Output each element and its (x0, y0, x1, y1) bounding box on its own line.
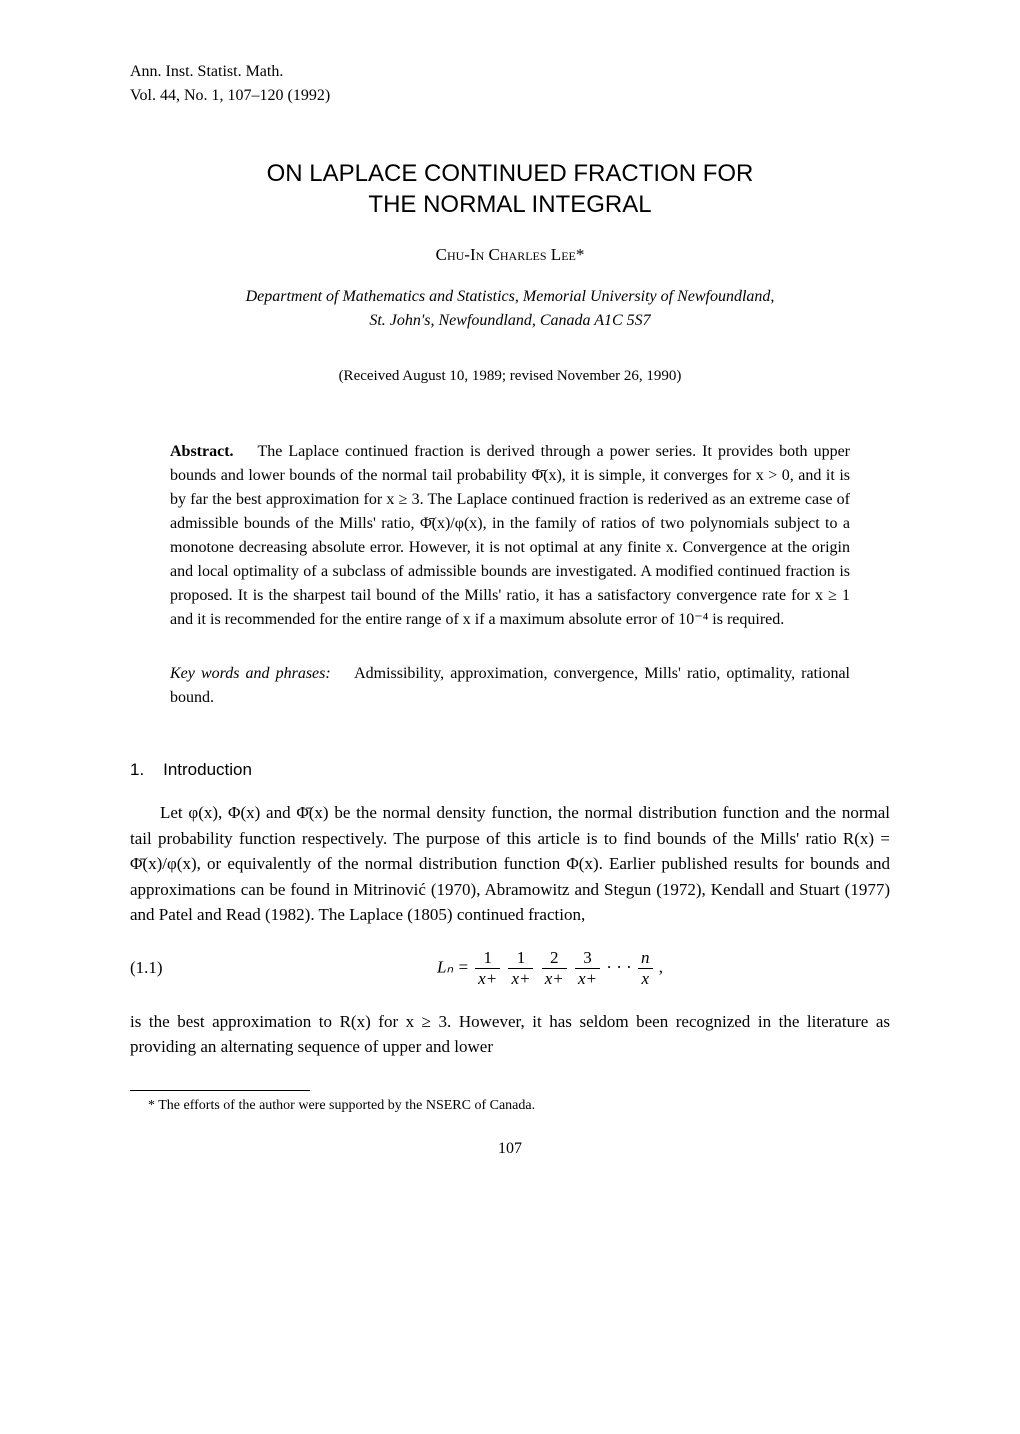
footnote-rule (130, 1090, 310, 1091)
affiliation-line-2: St. John's, Newfoundland, Canada A1C 5S7 (130, 309, 890, 333)
abstract-text: The Laplace continued fraction is derive… (170, 443, 850, 628)
title-line-1: ON LAPLACE CONTINUED FRACTION FOR (130, 158, 890, 189)
footnote: * The efforts of the author were support… (160, 1096, 890, 1116)
journal-header: Ann. Inst. Statist. Math. Vol. 44, No. 1… (130, 60, 890, 108)
cf-term-2: 2 x+ (542, 948, 567, 989)
title-line-2: THE NORMAL INTEGRAL (130, 189, 890, 220)
affiliation-line-1: Department of Mathematics and Statistics… (130, 285, 890, 309)
cf-term-1: 1 x+ (508, 948, 533, 989)
equation-1-1: (1.1) Lₙ = 1 x+ 1 x+ 2 x+ 3 x+ (130, 948, 890, 989)
abstract: Abstract. The Laplace continued fraction… (170, 440, 850, 632)
cf-num: 1 (475, 948, 500, 969)
author-name: Chu-In Charles Lee* (436, 245, 585, 264)
cf-den: x+ (575, 969, 600, 989)
cf-term-last: n x (638, 948, 653, 989)
author: Chu-In Charles Lee* (130, 245, 890, 265)
cf-num: 2 (542, 948, 567, 969)
cf-tail: , (659, 957, 663, 976)
cf-den: x+ (508, 969, 533, 989)
cf-num: 1 (508, 948, 533, 969)
section-number: 1. (130, 760, 144, 779)
equation-number: (1.1) (130, 958, 210, 978)
cf-num: n (638, 948, 653, 969)
cf-den: x (638, 969, 653, 989)
journal-vol: Vol. 44, No. 1, 107–120 (1992) (130, 84, 890, 108)
abstract-label: Abstract. (170, 443, 234, 460)
received-dates: (Received August 10, 1989; revised Novem… (130, 368, 890, 385)
equation-body: Lₙ = 1 x+ 1 x+ 2 x+ 3 x+ · · · (210, 948, 890, 989)
page: Ann. Inst. Statist. Math. Vol. 44, No. 1… (0, 0, 1020, 1198)
section-title: Introduction (163, 760, 252, 779)
cf-den: x+ (475, 969, 500, 989)
keywords-label: Key words and phrases: (170, 665, 331, 682)
intro-paragraph-2: is the best approximation to R(x) for x … (130, 1009, 890, 1060)
cf-dots: · · · (606, 957, 631, 976)
affiliation: Department of Mathematics and Statistics… (130, 285, 890, 333)
cf-den: x+ (542, 969, 567, 989)
cf-term-3: 3 x+ (575, 948, 600, 989)
page-number: 107 (130, 1140, 890, 1158)
cf-term-0: 1 x+ (475, 948, 500, 989)
intro-paragraph-1: Let φ(x), Φ(x) and Φ̄(x) be the normal d… (130, 800, 890, 928)
paper-title: ON LAPLACE CONTINUED FRACTION FOR THE NO… (130, 158, 890, 220)
equation-lhs: Lₙ = (437, 957, 469, 976)
continued-fraction: 1 x+ 1 x+ 2 x+ 3 x+ · · · n x (473, 948, 663, 989)
keywords: Key words and phrases: Admissibility, ap… (170, 662, 850, 710)
journal-name: Ann. Inst. Statist. Math. (130, 60, 890, 84)
cf-num: 3 (575, 948, 600, 969)
section-heading: 1. Introduction (130, 760, 890, 780)
